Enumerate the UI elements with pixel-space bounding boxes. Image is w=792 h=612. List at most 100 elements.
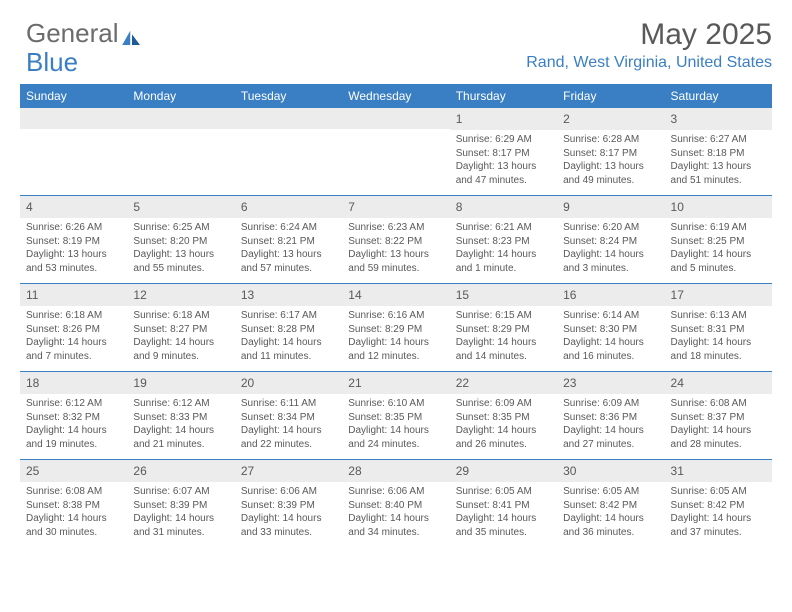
brand-text-2: Blue <box>26 47 142 78</box>
sunrise-line: Sunrise: 6:28 AM <box>563 133 658 147</box>
calendar-body: 1Sunrise: 6:29 AMSunset: 8:17 PMDaylight… <box>20 107 772 547</box>
day-data: Sunrise: 6:14 AMSunset: 8:30 PMDaylight:… <box>557 306 664 369</box>
sunset-line: Sunset: 8:34 PM <box>241 411 336 425</box>
day-cell: 29 Sunrise: 6:05 AMSunset: 8:41 PMDayligh… <box>450 459 557 547</box>
day-header: Tuesday <box>235 85 342 108</box>
sunset-line: Sunset: 8:22 PM <box>348 235 443 249</box>
day-number: 29 <box>450 459 557 482</box>
sunset-line: Sunset: 8:31 PM <box>671 323 766 337</box>
day-number: 24 <box>665 371 772 394</box>
brand-text-1: General <box>26 18 119 48</box>
day-number: 2 <box>557 107 664 130</box>
day-data: Sunrise: 6:29 AMSunset: 8:17 PMDaylight:… <box>450 130 557 193</box>
daylight-line: Daylight: 14 hours and 3 minutes. <box>563 248 658 275</box>
day-data: Sunrise: 6:24 AMSunset: 8:21 PMDaylight:… <box>235 218 342 281</box>
day-number: 22 <box>450 371 557 394</box>
empty-daynum <box>20 107 127 129</box>
week-row: 11Sunrise: 6:18 AMSunset: 8:26 PMDayligh… <box>20 283 772 371</box>
day-cell: 17Sunrise: 6:13 AMSunset: 8:31 PMDayligh… <box>665 283 772 371</box>
sunrise-line: Sunrise: 6:12 AM <box>133 397 228 411</box>
day-number: 30 <box>557 459 664 482</box>
day-header: Monday <box>127 85 234 108</box>
week-row: 4Sunrise: 6:26 AMSunset: 8:19 PMDaylight… <box>20 195 772 283</box>
day-cell: 18Sunrise: 6:12 AMSunset: 8:32 PMDayligh… <box>20 371 127 459</box>
sunset-line: Sunset: 8:35 PM <box>348 411 443 425</box>
daylight-line: Daylight: 14 hours and 37 minutes. <box>671 512 766 539</box>
sunrise-line: Sunrise: 6:15 AM <box>456 309 551 323</box>
sunset-line: Sunset: 8:41 PM <box>456 499 551 513</box>
calendar-page: GeneralBlue May 2025 Rand, West Virginia… <box>0 0 792 557</box>
sunset-line: Sunset: 8:27 PM <box>133 323 228 337</box>
sunset-line: Sunset: 8:28 PM <box>241 323 336 337</box>
sunset-line: Sunset: 8:30 PM <box>563 323 658 337</box>
sunset-line: Sunset: 8:19 PM <box>26 235 121 249</box>
daylight-line: Daylight: 14 hours and 19 minutes. <box>26 424 121 451</box>
day-cell: 19Sunrise: 6:12 AMSunset: 8:33 PMDayligh… <box>127 371 234 459</box>
daylight-line: Daylight: 14 hours and 35 minutes. <box>456 512 551 539</box>
day-header: Sunday <box>20 85 127 108</box>
month-title: May 2025 <box>526 18 772 52</box>
day-data: Sunrise: 6:08 AMSunset: 8:37 PMDaylight:… <box>665 394 772 457</box>
day-number: 3 <box>665 107 772 130</box>
day-cell: 5Sunrise: 6:25 AMSunset: 8:20 PMDaylight… <box>127 195 234 283</box>
daylight-line: Daylight: 13 hours and 49 minutes. <box>563 160 658 187</box>
day-data: Sunrise: 6:15 AMSunset: 8:29 PMDaylight:… <box>450 306 557 369</box>
sunrise-line: Sunrise: 6:05 AM <box>456 485 551 499</box>
sail-icon <box>121 29 142 47</box>
day-header-row: SundayMondayTuesdayWednesdayThursdayFrid… <box>20 85 772 108</box>
sunrise-line: Sunrise: 6:09 AM <box>563 397 658 411</box>
sunrise-line: Sunrise: 6:09 AM <box>456 397 551 411</box>
calendar-thead: SundayMondayTuesdayWednesdayThursdayFrid… <box>20 85 772 108</box>
daylight-line: Daylight: 14 hours and 24 minutes. <box>348 424 443 451</box>
day-data: Sunrise: 6:18 AMSunset: 8:26 PMDaylight:… <box>20 306 127 369</box>
day-header: Saturday <box>665 85 772 108</box>
week-row: 25Sunrise: 6:08 AMSunset: 8:38 PMDayligh… <box>20 459 772 547</box>
sunrise-line: Sunrise: 6:17 AM <box>241 309 336 323</box>
daylight-line: Daylight: 13 hours and 59 minutes. <box>348 248 443 275</box>
day-number: 9 <box>557 195 664 218</box>
day-cell: 31Sunrise: 6:05 AMSunset: 8:42 PMDayligh… <box>665 459 772 547</box>
day-cell: 6Sunrise: 6:24 AMSunset: 8:21 PMDaylight… <box>235 195 342 283</box>
day-number: 16 <box>557 283 664 306</box>
day-number: 7 <box>342 195 449 218</box>
daylight-line: Daylight: 14 hours and 33 minutes. <box>241 512 336 539</box>
sunrise-line: Sunrise: 6:08 AM <box>671 397 766 411</box>
daylight-line: Daylight: 14 hours and 12 minutes. <box>348 336 443 363</box>
location: Rand, West Virginia, United States <box>526 54 772 72</box>
day-cell: 8Sunrise: 6:21 AMSunset: 8:23 PMDaylight… <box>450 195 557 283</box>
day-cell: 27Sunrise: 6:06 AMSunset: 8:39 PMDayligh… <box>235 459 342 547</box>
sunrise-line: Sunrise: 6:13 AM <box>671 309 766 323</box>
sunset-line: Sunset: 8:26 PM <box>26 323 121 337</box>
day-number: 1 <box>450 107 557 130</box>
day-cell <box>235 107 342 195</box>
day-number: 12 <box>127 283 234 306</box>
daylight-line: Daylight: 14 hours and 22 minutes. <box>241 424 336 451</box>
day-cell: 12Sunrise: 6:18 AMSunset: 8:27 PMDayligh… <box>127 283 234 371</box>
sunrise-line: Sunrise: 6:16 AM <box>348 309 443 323</box>
sunrise-line: Sunrise: 6:23 AM <box>348 221 443 235</box>
day-number: 20 <box>235 371 342 394</box>
day-data: Sunrise: 6:18 AMSunset: 8:27 PMDaylight:… <box>127 306 234 369</box>
day-cell: 13Sunrise: 6:17 AMSunset: 8:28 PMDayligh… <box>235 283 342 371</box>
title-block: May 2025 Rand, West Virginia, United Sta… <box>526 18 772 72</box>
day-cell: 23Sunrise: 6:09 AMSunset: 8:36 PMDayligh… <box>557 371 664 459</box>
day-data: Sunrise: 6:16 AMSunset: 8:29 PMDaylight:… <box>342 306 449 369</box>
daylight-line: Daylight: 14 hours and 7 minutes. <box>26 336 121 363</box>
sunset-line: Sunset: 8:18 PM <box>671 147 766 161</box>
sunrise-line: Sunrise: 6:27 AM <box>671 133 766 147</box>
sunrise-line: Sunrise: 6:06 AM <box>241 485 336 499</box>
sunrise-line: Sunrise: 6:07 AM <box>133 485 228 499</box>
sunset-line: Sunset: 8:29 PM <box>456 323 551 337</box>
sunset-line: Sunset: 8:40 PM <box>348 499 443 513</box>
daylight-line: Daylight: 14 hours and 21 minutes. <box>133 424 228 451</box>
sunset-line: Sunset: 8:39 PM <box>133 499 228 513</box>
sunset-line: Sunset: 8:37 PM <box>671 411 766 425</box>
sunset-line: Sunset: 8:42 PM <box>671 499 766 513</box>
daylight-line: Daylight: 13 hours and 55 minutes. <box>133 248 228 275</box>
day-data: Sunrise: 6:06 AMSunset: 8:39 PMDaylight:… <box>235 482 342 545</box>
sunset-line: Sunset: 8:20 PM <box>133 235 228 249</box>
day-data: Sunrise: 6:25 AMSunset: 8:20 PMDaylight:… <box>127 218 234 281</box>
sunrise-line: Sunrise: 6:11 AM <box>241 397 336 411</box>
day-number: 28 <box>342 459 449 482</box>
day-header: Thursday <box>450 85 557 108</box>
